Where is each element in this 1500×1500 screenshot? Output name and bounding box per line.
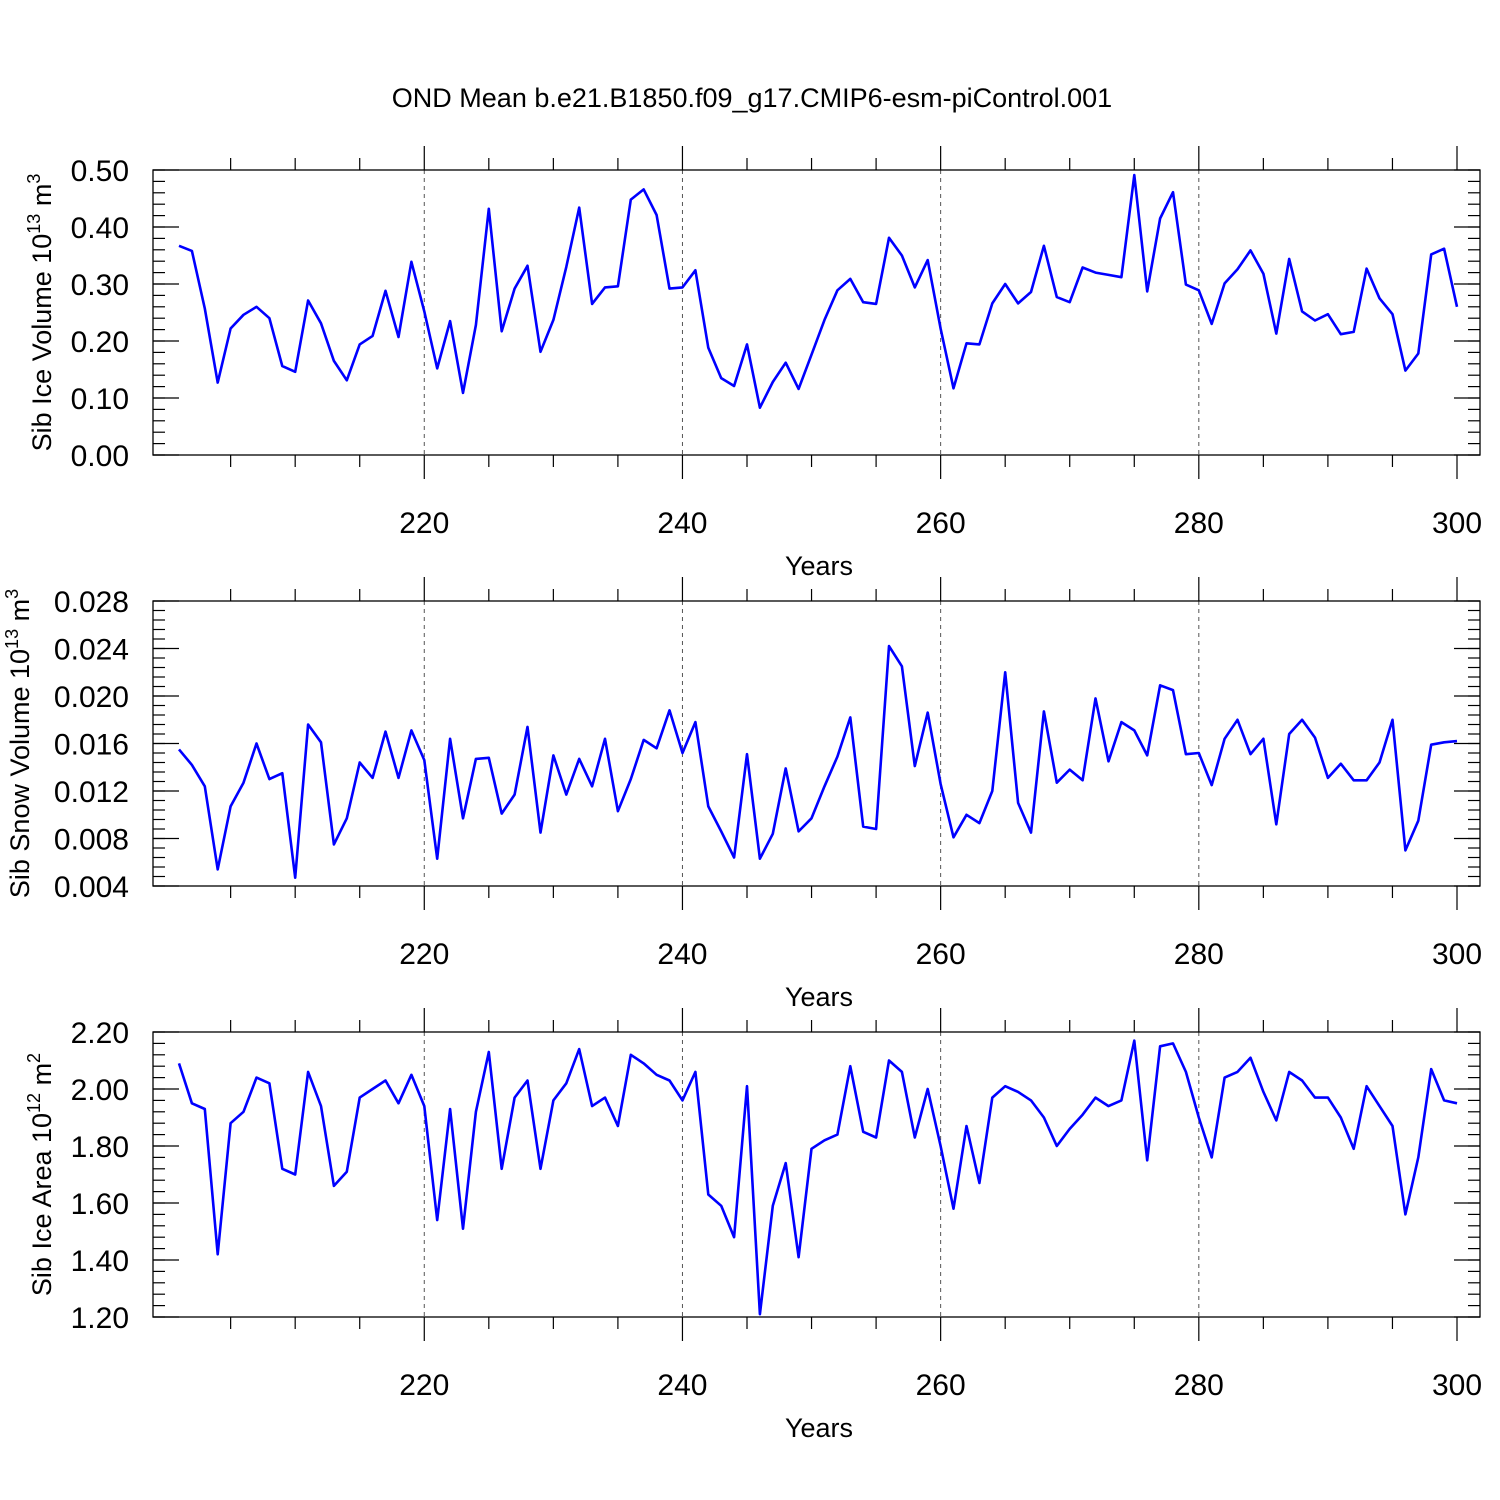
x-tick-label: 300 xyxy=(1432,938,1482,971)
y-tick-label: 0.40 xyxy=(71,212,129,245)
panel-ice-area: 220 240 260 280 300 Years 1.20 1.40 1.60 1.80 2.00… xyxy=(24,1008,1482,1443)
plot-frame xyxy=(152,169,1481,456)
y-tick-label: 1.60 xyxy=(71,1188,129,1221)
plot-frame xyxy=(152,1031,1481,1318)
x-axis-label: Years xyxy=(785,1413,853,1443)
chart-title: OND Mean b.e21.B1850.f09_g17.CMIP6-esm-p… xyxy=(392,83,1112,113)
y-tick-label: 0.10 xyxy=(71,383,129,416)
y-tick-label: 2.20 xyxy=(71,1017,129,1050)
x-tick-label: 220 xyxy=(399,1369,449,1402)
y-tick-label: 1.20 xyxy=(71,1302,129,1335)
y-tick-label: 0.30 xyxy=(71,269,129,302)
x-tick-label: 240 xyxy=(657,938,707,971)
y-tick-label: 0.008 xyxy=(54,824,129,857)
y-tick-label: 0.016 xyxy=(54,729,129,762)
series-line-snow-volume xyxy=(178,644,1458,880)
x-tick-label: 300 xyxy=(1432,507,1482,540)
x-axis-label: Years xyxy=(785,551,853,581)
x-tick-label: 280 xyxy=(1174,507,1224,540)
y-tick-label: 0.004 xyxy=(54,871,129,904)
y-tick-label: 2.00 xyxy=(71,1074,129,1107)
y-tick-label: 0.00 xyxy=(71,440,129,473)
x-tick-label: 220 xyxy=(399,507,449,540)
panel-ice-volume: 220 240 260 280 300 Years 0.00 0.10 0.20 0.30 0.40… xyxy=(24,146,1482,581)
x-tick-label: 280 xyxy=(1174,938,1224,971)
y-tick-label: 0.028 xyxy=(54,586,129,619)
y-tick-label: 0.012 xyxy=(54,776,129,809)
y-tick-label: 1.40 xyxy=(71,1245,129,1278)
x-tick-label: 240 xyxy=(657,507,707,540)
x-tick-label: 280 xyxy=(1174,1369,1224,1402)
series-line-ice-volume xyxy=(178,173,1459,410)
y-tick-label: 1.80 xyxy=(71,1131,129,1164)
panel-snow-volume: 220 240 260 280 300 Years 0.004 0.008 0.012 0.016… xyxy=(2,577,1482,1012)
x-tick-label: 240 xyxy=(657,1369,707,1402)
y-axis-label: Sib Ice Volume 1013 m3 xyxy=(24,174,57,452)
y-tick-label: 0.20 xyxy=(71,326,129,359)
y-tick-label: 0.024 xyxy=(54,634,129,667)
x-tick-label: 260 xyxy=(916,1369,966,1402)
series-line-ice-area xyxy=(177,1039,1458,1316)
x-tick-label: 300 xyxy=(1432,1369,1482,1402)
y-tick-label: 0.50 xyxy=(71,155,129,188)
x-tick-label: 260 xyxy=(916,938,966,971)
x-tick-label: 220 xyxy=(399,938,449,971)
x-axis-label: Years xyxy=(785,982,853,1012)
y-tick-label: 0.020 xyxy=(54,681,129,714)
y-axis-label: Sib Snow Volume 1013 m3 xyxy=(2,589,35,898)
panels: 220 240 260 280 300 Years 0.00 0.10 0.20 0.30 0.40… xyxy=(2,146,1482,1443)
y-axis-label: Sib Ice Area 1012 m2 xyxy=(24,1053,57,1296)
x-tick-label: 260 xyxy=(916,507,966,540)
